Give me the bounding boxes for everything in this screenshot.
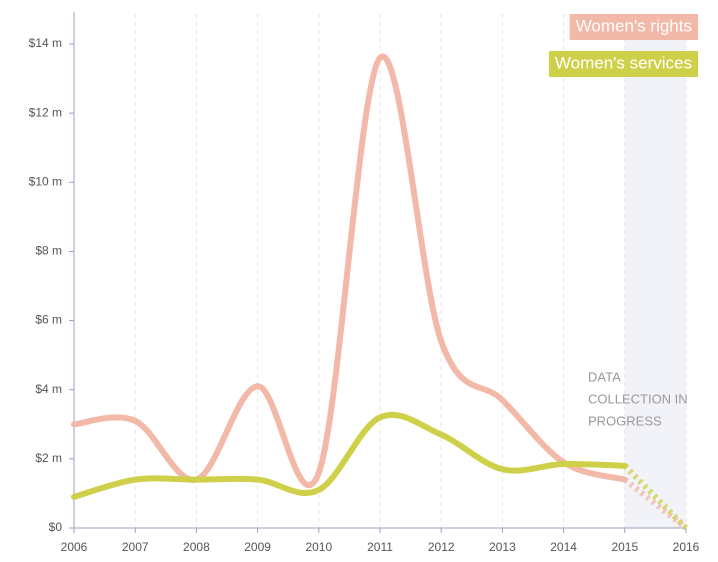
x-tick-label: 2013 [489,540,516,554]
y-tick-label: $8 m [35,244,62,258]
series-line [71,53,628,488]
legend-swatch [548,51,698,77]
x-tick-label: 2011 [367,540,393,554]
y-tick-label: $0 [49,520,63,534]
x-tick-label: 2016 [673,540,700,554]
legend-label: Women's rights [576,16,692,35]
x-tick-label: 2007 [122,540,149,554]
x-tick-label: 2006 [61,540,88,554]
series-line-projection [622,463,689,531]
x-tick-label: 2015 [611,540,638,554]
annotation: DATA [588,369,621,384]
y-tick-label: $12 m [29,105,62,119]
series-line [71,411,628,500]
x-tick-label: 2012 [428,540,455,554]
y-tick-label: $10 m [29,174,62,188]
y-tick-label: $2 m [35,451,62,465]
y-tick-label: $4 m [35,382,62,396]
x-tick-label: 2009 [244,540,271,554]
legend-label: Women's services [555,53,692,72]
x-tick-label: 2008 [183,540,210,554]
annotation: PROGRESS [588,413,662,428]
y-tick-label: $6 m [35,313,62,327]
x-tick-label: 2010 [305,540,332,554]
shaded-region [624,14,686,528]
legend-swatch [569,14,698,40]
y-tick-label: $14 m [29,36,62,50]
annotation: COLLECTION IN [588,391,688,406]
x-tick-label: 2014 [550,540,577,554]
